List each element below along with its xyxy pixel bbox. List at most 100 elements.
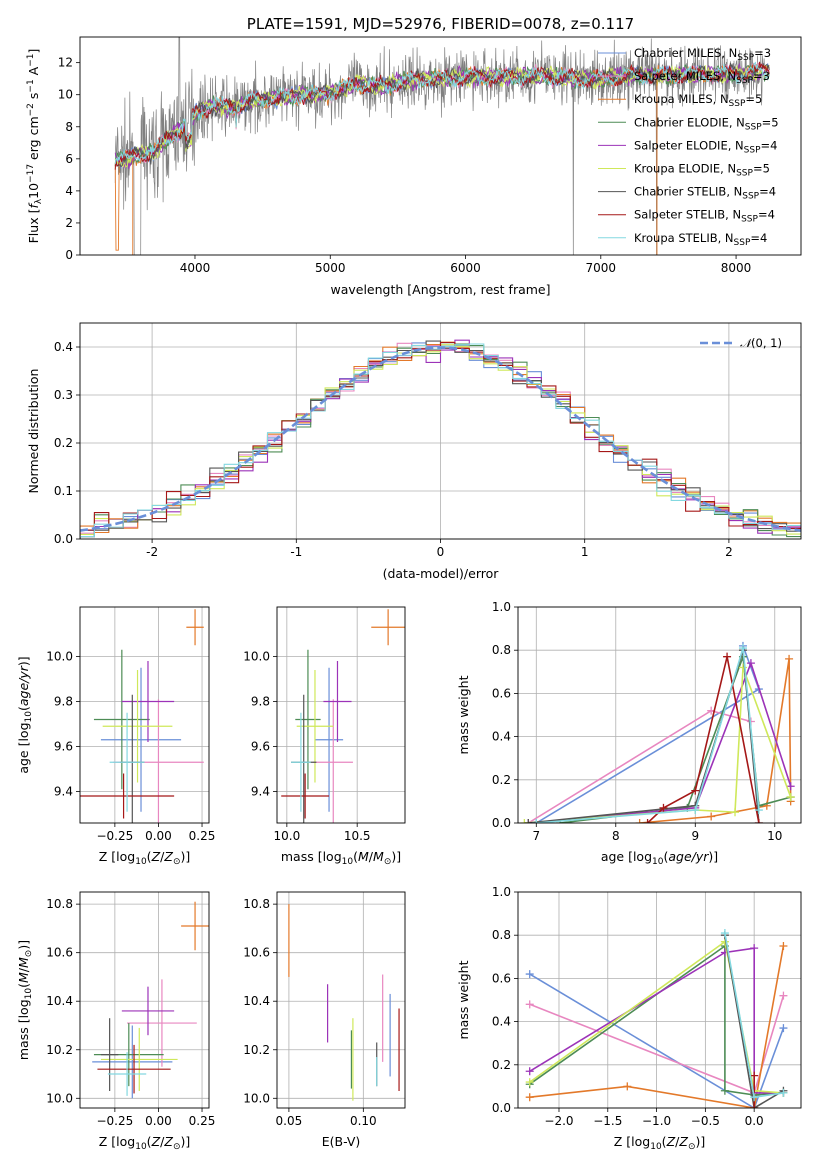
errorbar-kroupa-stelib — [291, 712, 311, 812]
legend-entry: Salpeter MILES, NSSP=3 — [634, 69, 770, 86]
x-tick-label: −0.25 — [96, 829, 133, 843]
y-tick-label: 10 — [58, 88, 73, 102]
age-vs-Z-panel: −0.25 0.00 0.25 9.4 9.6 9.8 10.0 Z [log10(Z/Z⊙)… — [16, 606, 215, 867]
y-tick-label: 0.0 — [492, 1101, 511, 1115]
errorbar-group — [281, 609, 405, 823]
line-group — [525, 929, 788, 1108]
model-line-salpeter-stelib — [114, 61, 770, 170]
x-tick-label: 0.25 — [189, 1114, 216, 1128]
data-point-marker — [754, 806, 763, 815]
x-tick-label: 5000 — [315, 261, 346, 275]
x-axis-label: Z [log10(Z/Z⊙)] — [614, 1134, 706, 1152]
y-tick-label: 10.8 — [243, 897, 270, 911]
x-tick-label: 0 — [437, 545, 445, 559]
legend-entry: Chabrier MILES, NSSP=3 — [634, 46, 771, 63]
errorbar-kroupa-elodie — [100, 1027, 178, 1092]
y-tick-label: 0.4 — [54, 340, 73, 354]
data-point-marker — [786, 793, 795, 802]
data-point-marker — [750, 944, 759, 953]
y-tick-label: 10.0 — [243, 1091, 270, 1105]
x-axis-label: Z [log10(Z/Z⊙)] — [99, 849, 191, 867]
axes-frame — [276, 891, 406, 1109]
errorbar-chabrier-miles — [100, 667, 182, 812]
axes-frame — [276, 606, 406, 824]
x-tick-label: 9 — [691, 829, 699, 843]
errorbar-chabrier-elodie — [93, 649, 150, 790]
y-tick-label: 0.2 — [492, 773, 511, 787]
errorbar-kroupa-miles — [181, 901, 209, 951]
data-point-marker — [779, 1024, 788, 1033]
errorbar-salpeter-miles — [127, 979, 197, 1067]
y-tick-label: 4 — [65, 184, 73, 198]
data-point-marker — [738, 644, 747, 653]
errorbar-salpeter-elodie — [121, 661, 175, 742]
legend-entry: Salpeter STELIB, NSSP=4 — [634, 208, 775, 225]
series-line — [528, 660, 792, 823]
y-axis-label: Normed distribution — [26, 369, 41, 494]
data-point-marker — [525, 1067, 534, 1076]
data-point-marker — [746, 659, 755, 668]
y-axis-label: mass weight — [456, 675, 471, 754]
axes-frame — [79, 606, 210, 824]
y-tick-label: 10.2 — [46, 1043, 73, 1057]
y-tick-label: 0.0 — [492, 816, 511, 830]
y-tick-label: 9.8 — [54, 695, 73, 709]
errorbar-kroupa-stelib — [109, 712, 145, 812]
series-kroupa-miles — [635, 654, 795, 823]
y-tick-label: 10.6 — [46, 946, 73, 960]
errorbar-kroupa-miles — [371, 609, 405, 646]
axes-frame — [517, 891, 802, 1109]
chart-title: PLATE=1591, MJD=52976, FIBERID=0078, z=0… — [247, 15, 634, 33]
x-tick-label: −0.5 — [691, 1114, 720, 1128]
model-line-salpeter-elodie — [114, 62, 770, 169]
x-tick-label: 0.0 — [745, 1114, 764, 1128]
x-tick-label: −1.5 — [593, 1114, 622, 1128]
mass-vs-EBV-panel: 0.05 0.10 10.0 10.2 10.4 10.6 10.8 E(B-V) — [243, 891, 406, 1149]
data-point-marker — [635, 819, 644, 823]
series-line — [529, 973, 785, 1108]
y-axis-label: age [log10(age/yr)] — [16, 656, 34, 773]
y-tick-label: 10.4 — [243, 994, 270, 1008]
data-point-marker — [525, 970, 534, 979]
errorbar-salpeter-miles — [313, 699, 353, 823]
errorbar-chabrier-stelib — [100, 1018, 119, 1092]
x-tick-label: 0.00 — [145, 1114, 172, 1128]
x-tick-label: 0.05 — [276, 1114, 303, 1128]
axes-frame — [79, 322, 802, 540]
x-tick-label: 8000 — [721, 261, 752, 275]
data-point-marker — [720, 929, 729, 938]
errorbar-kroupa-elodie — [296, 670, 334, 783]
model-line-kroupa-elodie — [114, 63, 770, 168]
series-kroupa-stelib — [532, 644, 763, 823]
x-tick-label: −1.0 — [642, 1114, 671, 1128]
y-tick-label: 0.3 — [54, 388, 73, 402]
errorbar-group — [288, 904, 400, 1101]
normal-curve — [80, 346, 801, 532]
histogram-group — [80, 339, 801, 539]
y-tick-label: 10.0 — [46, 650, 73, 664]
x-tick-label: 7000 — [586, 261, 617, 275]
data-point-marker — [525, 1093, 534, 1102]
y-tick-label: 9.6 — [251, 740, 270, 754]
x-tick-label: 10.0 — [273, 829, 300, 843]
x-tick-label: 6000 — [450, 261, 481, 275]
errorbar-group — [80, 609, 204, 823]
y-tick-label: 10.0 — [46, 1091, 73, 1105]
data-point-marker — [754, 819, 763, 823]
series-salpeter-stelib — [750, 1071, 759, 1108]
axes-frame — [517, 606, 802, 824]
errorbar-salpeter-elodie — [323, 661, 352, 742]
data-point-marker — [779, 942, 788, 950]
y-tick-label: 0.4 — [492, 730, 511, 744]
data-point-marker — [520, 819, 529, 823]
line-group — [520, 641, 795, 823]
axes-frame — [79, 36, 802, 256]
y-tick-label: 1.0 — [492, 600, 511, 614]
age-vs-mass-panel: 10.0 10.5 9.4 9.6 9.8 10.0 mass [log10(M/M⊙)] — [243, 606, 406, 867]
x-tick-label: −2.0 — [544, 1114, 573, 1128]
y-axis-label: mass weight — [456, 960, 471, 1039]
errorbar-kroupa-elodie — [102, 670, 173, 783]
errorbar-salpeter-stelib — [80, 773, 175, 819]
data-point-marker — [691, 786, 700, 795]
series-line — [529, 945, 785, 1108]
